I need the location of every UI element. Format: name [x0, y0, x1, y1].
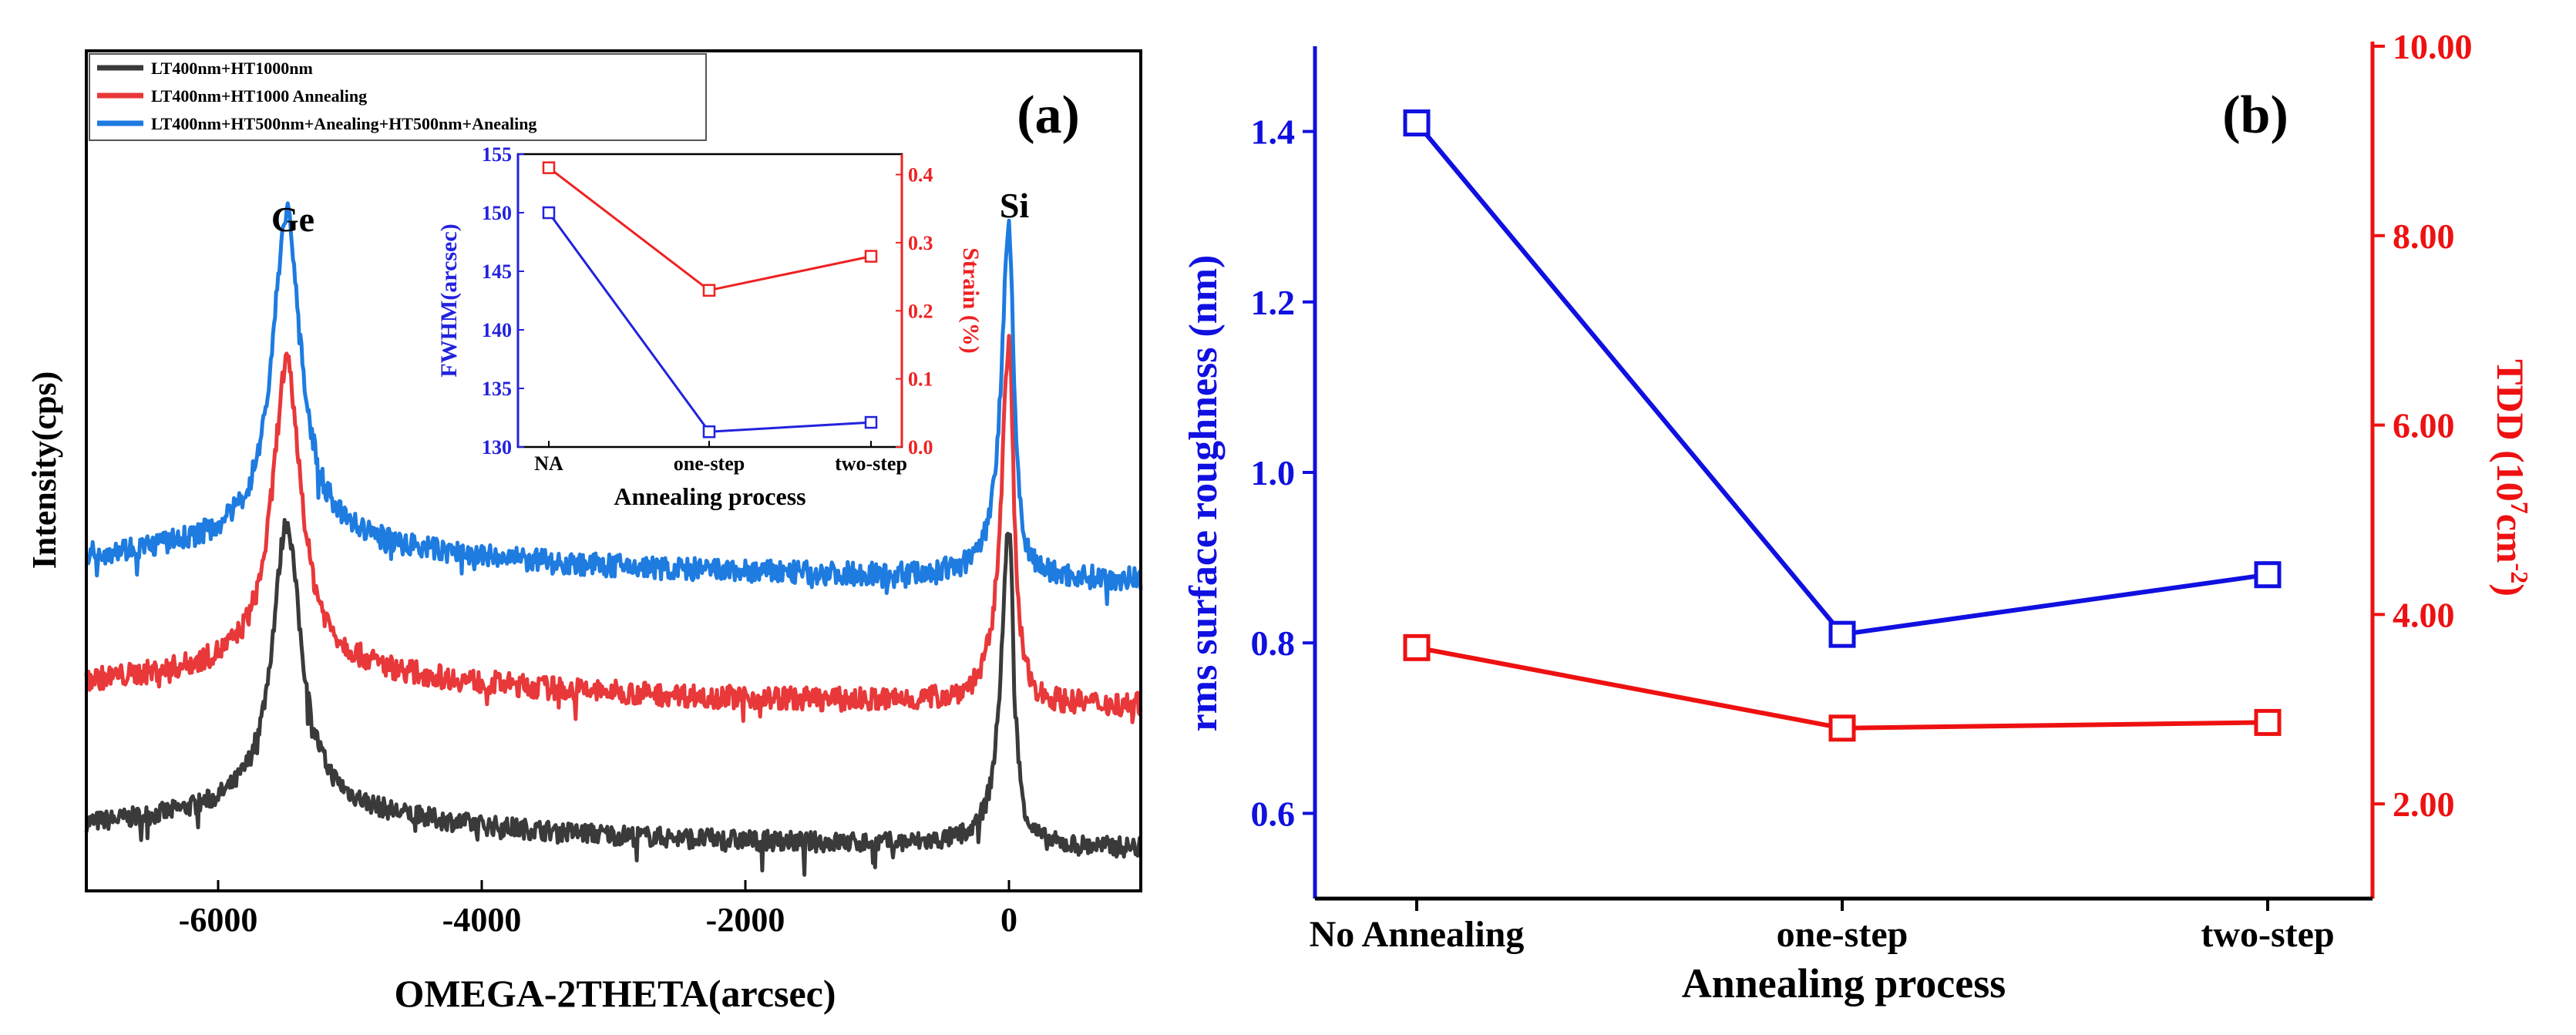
panel-b-x-tick-label: two-step	[2201, 914, 2334, 955]
inset-marker-left	[702, 425, 716, 439]
inset-series-group	[542, 161, 878, 439]
panel-b-series-group	[1403, 109, 2282, 742]
inset-marker-left	[542, 206, 556, 220]
inset-left-ticks: 130 135 140 145 150 155	[482, 143, 524, 459]
panel-a-x-tick-label: -4000	[442, 901, 522, 939]
tdd-label-exponent-1: 7	[2506, 502, 2534, 514]
inset-marker-right	[702, 284, 716, 297]
panel-b-right-ticks: 2.00 4.00 6.00 8.00 10.00	[2373, 27, 2473, 824]
inset-right-tick-label: 0.3	[908, 232, 933, 254]
panel-b-right-tick-label: 8.00	[2393, 217, 2455, 256]
panel-b-marker-right	[2254, 708, 2282, 736]
inset-x-tick-label: one-step	[674, 452, 745, 475]
panel-b-left-tick-label: 1.2	[1251, 283, 1296, 322]
panel-b-right-tick-label: 4.00	[2393, 595, 2455, 634]
si-peak-annotation: Si	[1000, 186, 1030, 225]
panel-a-x-tick-label: -6000	[179, 901, 258, 939]
legend-box	[89, 53, 707, 141]
legend-label-2: LT400nm+HT1000 Annealing	[151, 86, 367, 106]
inset-right-tick-label: 0.0	[908, 436, 933, 459]
inset-x-ticks: NA one-step two-step	[534, 441, 907, 475]
panel-b-right-tick-label: 2.00	[2393, 785, 2455, 824]
panel-a-plot-frame	[85, 49, 1142, 892]
panel-a: -6000 -4000 -2000 0 OMEGA-2THETA(arcsec) In…	[25, 49, 1143, 1015]
panel-b-marker-left	[1403, 109, 1431, 137]
inset-left-tick-label: 150	[482, 202, 512, 224]
inset-marker-left	[864, 415, 878, 429]
panel-b-right-tick-label: 10.00	[2393, 27, 2473, 66]
panel-b-marker-right	[1403, 633, 1431, 661]
panel-b-right-axis-label: TDD (107cm-2)	[2489, 359, 2534, 596]
panel-a-x-axis-label: OMEGA-2THETA(arcsec)	[394, 972, 836, 1015]
inset-right-tick-label: 0.4	[908, 164, 933, 187]
inset-x-tick-label: two-step	[835, 452, 907, 475]
inset-right-ticks: 0.0 0.1 0.2 0.3 0.4	[896, 164, 933, 459]
panel-b-marker-right	[1828, 714, 1856, 742]
tdd-label-part-1: TDD (10	[2489, 359, 2532, 502]
panel-b-marker-left	[1828, 620, 1856, 648]
panel-a-curve-black	[84, 518, 1142, 877]
legend-label-3: LT400nm+HT500nm+Anealing+HT500nm+Anealin…	[151, 114, 536, 133]
panel-b-left-tick-label: 1.4	[1251, 113, 1296, 152]
panel-b-x-tick-label: one-step	[1777, 914, 1908, 955]
panel-b-left-ticks: 0.6 0.8 1.0 1.2 1.4	[1251, 113, 1315, 833]
panel-a-x-tick-label: -2000	[706, 901, 785, 939]
panel-b-right-tick-label: 6.00	[2393, 406, 2455, 445]
inset-chart: 130 135 140 145 150 155 0.0 0.1 0.2 0.3 0.4 NA one…	[436, 143, 984, 510]
panel-b-x-axis-label: Annealing process	[1682, 960, 2006, 1006]
panel-a-y-axis-label: Intensity(cps)	[25, 371, 63, 570]
inset-marker-right	[542, 161, 556, 174]
inset-left-tick-label: 155	[482, 143, 512, 166]
inset-left-tick-label: 130	[482, 436, 512, 459]
ge-peak-annotation: Ge	[271, 200, 314, 239]
tdd-label-part-2: cm	[2489, 514, 2532, 563]
panel-a-curve-red	[84, 334, 1143, 724]
panel-b-marker-left	[2254, 561, 2282, 589]
panel-a-legend: LT400nm+HT1000nm LT400nm+HT1000 Annealin…	[89, 53, 707, 141]
panel-a-curve-blue	[84, 201, 1143, 607]
inset-x-tick-label: NA	[534, 452, 563, 475]
panel-a-label: (a)	[1017, 86, 1080, 145]
tdd-label-part-3: )	[2489, 583, 2532, 596]
panel-b-left-axis-label: rms surface roughness (nm)	[1182, 255, 1226, 732]
panel-b-left-tick-label: 1.0	[1251, 453, 1296, 492]
panel-a-series-group	[84, 201, 1143, 877]
inset-right-tick-label: 0.2	[908, 300, 933, 322]
panel-a-x-ticks: -6000 -4000 -2000 0	[179, 880, 1017, 939]
inset-background	[518, 154, 902, 447]
panel-b-x-tick-label: No Annealing	[1310, 914, 1525, 955]
inset-marker-right	[864, 250, 878, 263]
inset-left-tick-label: 140	[482, 319, 512, 341]
inset-right-axis-label: Strain (%)	[958, 247, 984, 354]
inset-left-tick-label: 135	[482, 378, 512, 400]
panel-b-left-tick-label: 0.8	[1251, 623, 1296, 663]
panel-a-x-tick-label: 0	[1000, 901, 1017, 939]
panel-b-label: (b)	[2222, 86, 2288, 145]
inset-x-axis-label: Annealing process	[614, 482, 805, 510]
inset-left-tick-label: 145	[482, 260, 512, 283]
tdd-label-exponent-2: -2	[2506, 563, 2534, 584]
panel-b-left-tick-label: 0.6	[1251, 794, 1296, 833]
inset-right-tick-label: 0.1	[908, 368, 933, 391]
panel-b: 0.6 0.8 1.0 1.2 1.4 2.00 4.00 6.00 8.00 10.00 No…	[1182, 27, 2534, 1006]
inset-left-axis-label: FWHM(arcsec)	[436, 223, 462, 377]
panel-b-x-ticks: No Annealing one-step two-step	[1310, 899, 2335, 955]
legend-label-1: LT400nm+HT1000nm	[151, 59, 313, 78]
